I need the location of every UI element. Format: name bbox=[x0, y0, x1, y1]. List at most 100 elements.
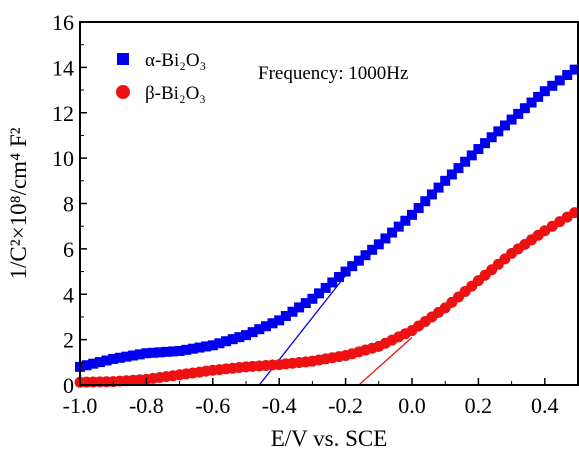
data-point-alpha bbox=[393, 221, 404, 232]
data-point-alpha bbox=[460, 156, 471, 167]
data-point-alpha bbox=[347, 261, 358, 272]
x-tick-label: 0.0 bbox=[398, 393, 426, 418]
data-point-alpha bbox=[287, 306, 298, 317]
data-point-alpha bbox=[400, 215, 411, 226]
data-point-alpha bbox=[141, 348, 152, 359]
legend-label-alpha: α-Bi₂O₃ bbox=[145, 50, 206, 71]
data-point-alpha bbox=[480, 138, 491, 149]
y-tick-label: 8 bbox=[63, 192, 74, 217]
data-point-alpha bbox=[234, 332, 245, 343]
data-point-alpha bbox=[134, 349, 145, 360]
data-point-alpha bbox=[554, 75, 565, 86]
data-point-alpha bbox=[201, 341, 212, 352]
x-tick-label: -0.6 bbox=[195, 393, 230, 418]
data-point-alpha bbox=[407, 209, 417, 220]
data-point-alpha bbox=[247, 327, 258, 338]
data-point-alpha bbox=[562, 70, 573, 81]
legend-marker-beta bbox=[116, 85, 130, 99]
data-point-alpha bbox=[254, 324, 265, 335]
y-tick-label: 6 bbox=[63, 237, 74, 262]
data-point-alpha bbox=[88, 358, 99, 369]
data-point-alpha bbox=[473, 144, 484, 155]
data-point-alpha bbox=[513, 108, 524, 119]
data-point-alpha bbox=[181, 344, 192, 355]
data-point-alpha bbox=[214, 338, 225, 349]
data-point-alpha bbox=[420, 196, 431, 207]
data-point-alpha bbox=[353, 255, 364, 266]
data-point-alpha bbox=[387, 227, 398, 238]
data-point-alpha bbox=[433, 182, 444, 193]
data-point-alpha bbox=[506, 114, 517, 125]
data-point-alpha bbox=[280, 311, 291, 322]
data-point-alpha bbox=[174, 345, 185, 356]
data-point-alpha bbox=[539, 86, 550, 97]
data-point-alpha bbox=[486, 132, 497, 143]
data-point-alpha bbox=[340, 266, 351, 277]
legend-label-beta: β-Bi₂O₃ bbox=[145, 83, 206, 104]
data-point-alpha bbox=[300, 298, 311, 309]
y-tick-label: 12 bbox=[52, 101, 74, 126]
y-tick-label: 2 bbox=[63, 328, 74, 353]
data-point-beta bbox=[569, 207, 579, 219]
frequency-annotation: Frequency: 1000Hz bbox=[258, 63, 408, 84]
data-point-alpha bbox=[108, 353, 119, 364]
data-point-alpha bbox=[333, 272, 344, 283]
fit-line-beta bbox=[358, 336, 413, 386]
data-point-alpha bbox=[314, 288, 325, 299]
data-point-alpha bbox=[493, 126, 504, 137]
data-point-alpha bbox=[194, 342, 205, 353]
data-point-alpha bbox=[367, 244, 378, 255]
data-point-alpha bbox=[294, 302, 305, 313]
legend: α-Bi₂O₃ β-Bi₂O₃ bbox=[116, 50, 206, 104]
data-point-alpha bbox=[373, 239, 384, 250]
x-tick-label: -0.2 bbox=[328, 393, 363, 418]
data-point-alpha bbox=[101, 355, 112, 366]
data-point-alpha bbox=[94, 357, 105, 368]
data-point-alpha bbox=[327, 277, 338, 288]
data-point-alpha bbox=[466, 150, 477, 161]
data-point-alpha bbox=[569, 64, 579, 75]
y-tick-label: 10 bbox=[52, 146, 74, 171]
x-tick-label: 0.4 bbox=[531, 393, 559, 418]
data-point-alpha bbox=[227, 334, 238, 345]
data-point-alpha bbox=[207, 340, 218, 351]
data-markers bbox=[74, 64, 579, 388]
x-tick-label: 0.2 bbox=[465, 393, 493, 418]
y-tick-label: 16 bbox=[52, 10, 74, 35]
data-point-alpha bbox=[446, 169, 457, 180]
data-point-alpha bbox=[221, 336, 232, 347]
data-point-alpha bbox=[161, 346, 172, 357]
ticks: -1.0 -0.8 -0.6 -0.4 -0.2 0.0 0.2 0.4 0 2 4 6 8 10 12 14… bbox=[52, 10, 559, 418]
x-axis-title: E/V vs. SCE bbox=[271, 426, 388, 451]
data-point-alpha bbox=[499, 120, 510, 131]
y-axis-title: 1/C²×10⁸/cm⁴ F² bbox=[6, 127, 31, 279]
data-point-alpha bbox=[453, 163, 464, 174]
data-point-alpha bbox=[426, 189, 437, 200]
data-point-alpha bbox=[380, 233, 391, 244]
y-tick-label: 4 bbox=[63, 282, 74, 307]
y-tick-label: 14 bbox=[52, 55, 74, 80]
data-point-alpha bbox=[533, 91, 544, 102]
x-tick-label: -0.4 bbox=[262, 393, 297, 418]
data-point-alpha bbox=[167, 346, 178, 357]
data-point-alpha bbox=[187, 343, 198, 354]
y-tick-label: 0 bbox=[63, 373, 74, 398]
data-point-alpha bbox=[81, 360, 92, 371]
data-point-alpha bbox=[526, 97, 537, 108]
data-point-alpha bbox=[274, 315, 285, 326]
data-point-alpha bbox=[128, 350, 139, 361]
data-point-alpha bbox=[440, 175, 451, 186]
data-point-alpha bbox=[320, 282, 331, 293]
data-point-alpha bbox=[260, 321, 271, 332]
data-point-alpha bbox=[267, 318, 278, 329]
data-point-alpha bbox=[148, 347, 159, 358]
data-point-alpha bbox=[154, 347, 165, 358]
data-point-alpha bbox=[121, 351, 132, 362]
data-point-alpha bbox=[241, 330, 251, 341]
data-point-alpha bbox=[114, 352, 125, 363]
x-tick-label: -0.8 bbox=[129, 393, 164, 418]
data-point-alpha bbox=[360, 250, 371, 261]
data-point-alpha bbox=[413, 203, 424, 214]
data-point-alpha bbox=[307, 293, 318, 304]
